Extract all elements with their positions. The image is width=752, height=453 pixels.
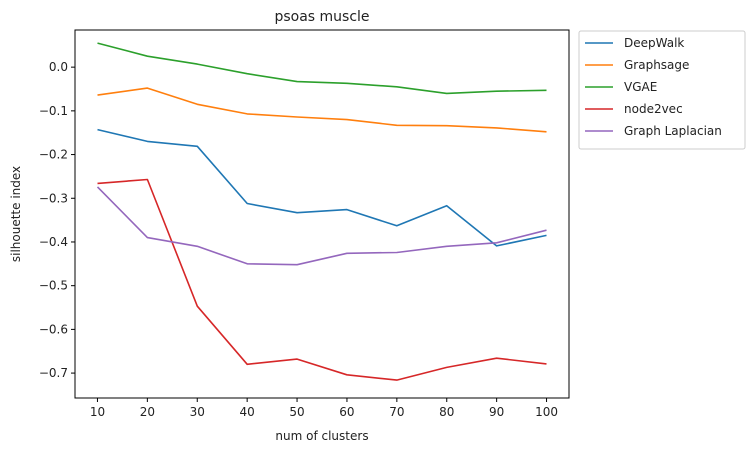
y-tick-label: −0.5 <box>39 279 68 293</box>
x-tick-label: 50 <box>289 405 304 419</box>
series-line-graph-laplacian <box>96 186 547 266</box>
chart-title: psoas muscle <box>274 9 369 25</box>
legend-box <box>578 30 746 150</box>
y-axis-label: silhouette index <box>9 166 23 262</box>
legend-label: node2vec <box>624 102 683 116</box>
y-tick-label: −0.2 <box>39 148 68 162</box>
series-line-vgae <box>97 42 547 95</box>
plot-lines <box>96 42 547 381</box>
series-line-node2vec <box>97 178 547 381</box>
x-tick-label: 80 <box>439 405 454 419</box>
legend-label: DeepWalk <box>624 36 684 50</box>
x-tick-label: 30 <box>190 405 205 419</box>
x-tick-label: 10 <box>90 405 105 419</box>
y-tick-label: −0.4 <box>39 235 68 249</box>
x-axis: 10 20 30 40 50 60 70 80 90 100 <box>90 398 558 419</box>
legend-label: Graphsage <box>624 58 689 72</box>
x-tick-label: 60 <box>339 405 354 419</box>
x-tick-label: 20 <box>140 405 155 419</box>
y-tick-label: −0.7 <box>39 366 68 380</box>
y-tick-label: −0.3 <box>39 191 68 205</box>
y-tick-label: 0.0 <box>49 60 68 74</box>
series-line-deepwalk <box>97 128 547 247</box>
legend: DeepWalk Graphsage VGAE node2vec Graph Lapla… <box>578 30 746 150</box>
x-tick-label: 40 <box>240 405 255 419</box>
x-axis-label: num of clusters <box>275 429 368 443</box>
x-tick-label: 90 <box>489 405 504 419</box>
legend-label: Graph Laplacian <box>624 124 722 138</box>
legend-label: VGAE <box>624 80 657 94</box>
y-tick-label: −0.1 <box>39 104 68 118</box>
x-tick-label: 70 <box>389 405 404 419</box>
y-axis: 0.0 −0.1 −0.2 −0.3 −0.4 −0.5 −0.6 −0.7 <box>39 60 75 380</box>
y-tick-label: −0.6 <box>39 322 68 336</box>
series-line-graphsage <box>97 87 547 133</box>
plot-frame <box>74 29 570 399</box>
x-tick-label: 100 <box>535 405 558 419</box>
